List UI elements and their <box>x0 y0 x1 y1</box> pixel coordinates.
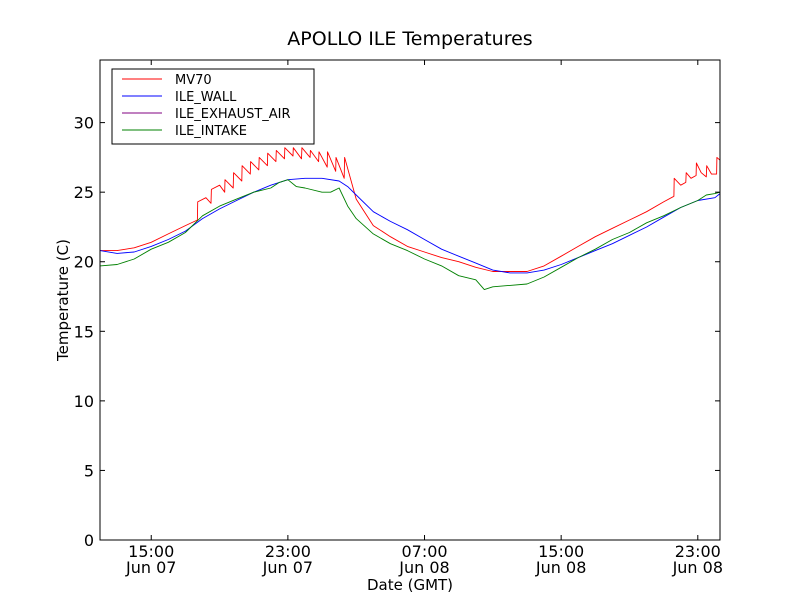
x-axis-title: Date (GMT) <box>367 576 453 594</box>
legend-label-ile-wall: ILE_WALL <box>175 90 237 105</box>
legend-label-ile-exhaust-air: ILE_EXHAUST_AIR <box>175 107 291 122</box>
y-tick-label: 15 <box>74 322 94 341</box>
y-axis-title: Temperature (C) <box>54 239 72 362</box>
series-group <box>99 147 721 291</box>
x-tick-label-date: Jun 07 <box>262 558 313 577</box>
x-tick-label-date: Jun 07 <box>125 558 176 577</box>
legend-label-mv70: MV70 <box>175 73 212 88</box>
series-line-mv70 <box>100 147 721 272</box>
series-line-ile-intake <box>99 179 721 291</box>
legend: MV70 ILE_WALL ILE_EXHAUST_AIR ILE_INTAKE <box>111 68 315 145</box>
y-tick-label: 30 <box>74 114 94 133</box>
x-tick-label-time: 23:00 <box>675 542 721 561</box>
y-axis: 0 5 10 15 20 25 30 <box>74 114 720 550</box>
legend-frame <box>111 68 315 145</box>
series-line-ile-wall <box>99 177 721 274</box>
legend-label-ile-intake: ILE_INTAKE <box>175 124 247 139</box>
x-tick-label-date: Jun 08 <box>535 558 586 577</box>
x-tick-label-time: 07:00 <box>401 542 447 561</box>
plot-frame <box>99 59 721 541</box>
y-tick-label: 5 <box>84 461 94 480</box>
x-tick-label-date: Jun 08 <box>398 558 449 577</box>
y-tick-label: 25 <box>74 183 94 202</box>
y-tick-label: 0 <box>84 531 94 550</box>
x-tick-label-time: 15:00 <box>128 542 174 561</box>
y-tick-label: 20 <box>74 253 94 272</box>
x-tick-label-time: 15:00 <box>538 542 584 561</box>
x-tick-label-date: Jun 08 <box>672 558 723 577</box>
chart-title: APOLLO ILE Temperatures <box>287 28 532 50</box>
y-tick-label: 10 <box>74 392 94 411</box>
x-tick-label-time: 23:00 <box>265 542 311 561</box>
